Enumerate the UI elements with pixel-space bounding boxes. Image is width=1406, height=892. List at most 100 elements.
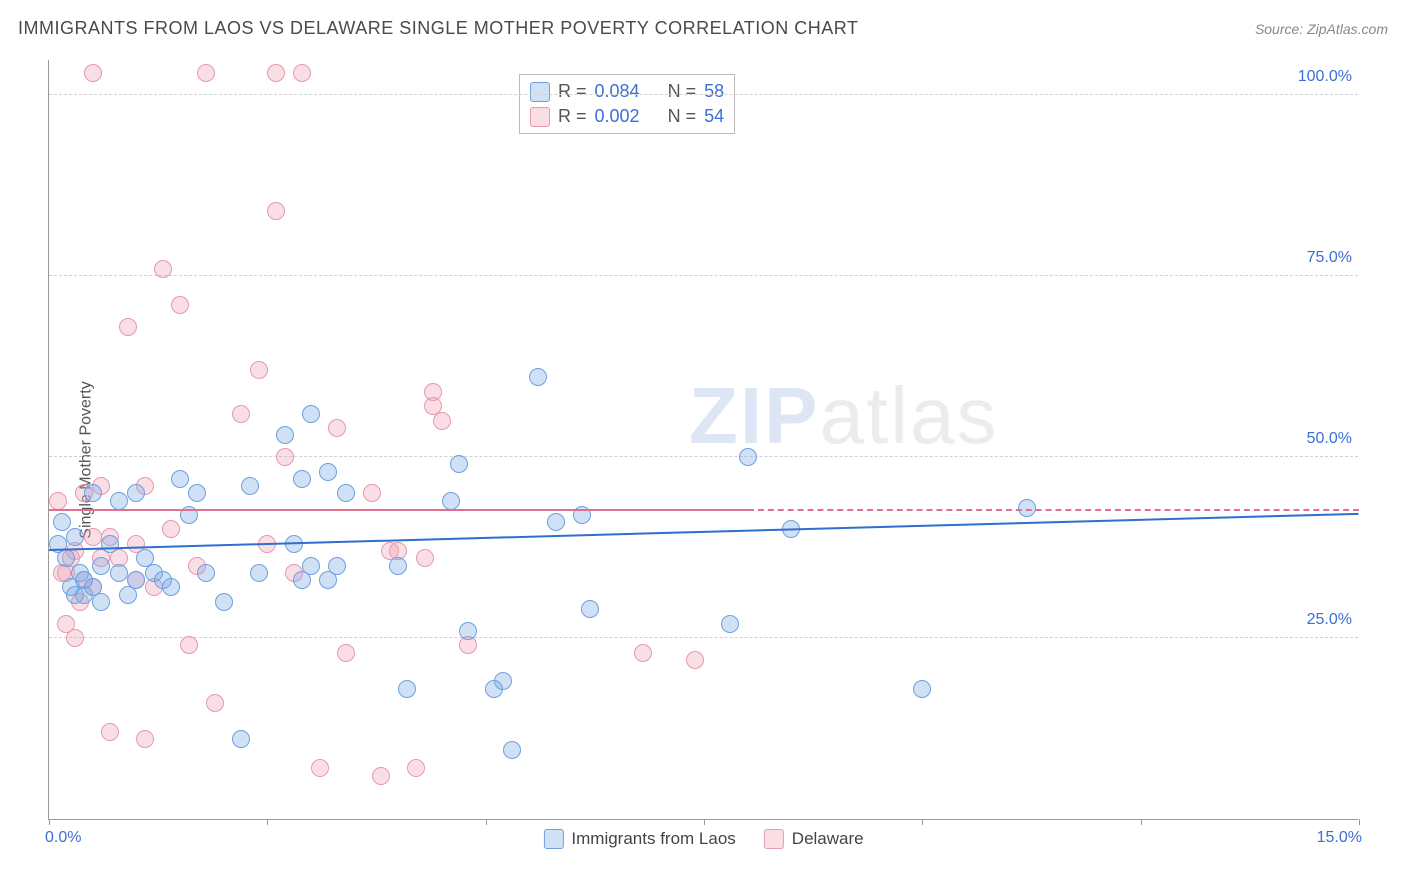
- data-point-delaware: [84, 64, 102, 82]
- data-point-laos: [188, 484, 206, 502]
- trendline: [49, 509, 748, 511]
- data-point-delaware: [267, 202, 285, 220]
- y-tick-label: 25.0%: [1307, 611, 1352, 629]
- data-point-laos: [913, 680, 931, 698]
- data-point-laos: [293, 470, 311, 488]
- data-point-laos: [110, 492, 128, 510]
- data-point-laos: [101, 535, 119, 553]
- data-point-delaware: [66, 629, 84, 647]
- data-point-laos: [66, 528, 84, 546]
- data-point-delaware: [197, 64, 215, 82]
- data-point-laos: [547, 513, 565, 531]
- data-point-delaware: [101, 723, 119, 741]
- data-point-delaware: [232, 405, 250, 423]
- data-point-laos: [197, 564, 215, 582]
- data-point-delaware: [162, 520, 180, 538]
- y-tick-label: 75.0%: [1307, 249, 1352, 267]
- gridline: [49, 637, 1358, 638]
- data-point-laos: [162, 578, 180, 596]
- data-point-delaware: [311, 759, 329, 777]
- gridline: [49, 456, 1358, 457]
- watermark: ZIPatlas: [689, 370, 998, 462]
- data-point-delaware: [337, 644, 355, 662]
- data-point-delaware: [84, 528, 102, 546]
- data-point-laos: [250, 564, 268, 582]
- correlation-legend: R = 0.084N = 58R = 0.002N = 54: [519, 74, 735, 134]
- x-tick-mark: [267, 819, 268, 825]
- data-point-delaware: [372, 767, 390, 785]
- gridline: [49, 94, 1358, 95]
- data-point-laos: [581, 600, 599, 618]
- series-legend: Immigrants from Laos Delaware: [543, 829, 863, 849]
- data-point-delaware: [363, 484, 381, 502]
- x-tick-mark: [1141, 819, 1142, 825]
- data-point-laos: [92, 557, 110, 575]
- data-point-laos: [276, 426, 294, 444]
- x-tick-right: 15.0%: [1317, 829, 1362, 847]
- data-point-laos: [215, 593, 233, 611]
- chart-source: Source: ZipAtlas.com: [1255, 21, 1388, 37]
- data-point-delaware: [267, 64, 285, 82]
- data-point-laos: [57, 549, 75, 567]
- data-point-delaware: [407, 759, 425, 777]
- data-point-delaware: [154, 260, 172, 278]
- data-point-laos: [494, 672, 512, 690]
- x-tick-mark: [1359, 819, 1360, 825]
- data-point-delaware: [250, 361, 268, 379]
- data-point-delaware: [293, 64, 311, 82]
- data-point-laos: [442, 492, 460, 510]
- data-point-laos: [328, 557, 346, 575]
- data-point-laos: [171, 470, 189, 488]
- data-point-delaware: [276, 448, 294, 466]
- data-point-delaware: [416, 549, 434, 567]
- data-point-delaware: [136, 730, 154, 748]
- x-tick-mark: [486, 819, 487, 825]
- legend-swatch: [530, 82, 550, 102]
- data-point-laos: [319, 463, 337, 481]
- data-point-delaware: [424, 383, 442, 401]
- data-point-laos: [337, 484, 355, 502]
- data-point-laos: [503, 741, 521, 759]
- data-point-laos: [459, 622, 477, 640]
- data-point-laos: [302, 405, 320, 423]
- data-point-delaware: [686, 651, 704, 669]
- data-point-laos: [241, 477, 259, 495]
- legend-swatch: [543, 829, 563, 849]
- legend-swatch: [530, 107, 550, 127]
- data-point-delaware: [171, 296, 189, 314]
- data-point-laos: [450, 455, 468, 473]
- data-point-delaware: [180, 636, 198, 654]
- gridline: [49, 275, 1358, 276]
- y-tick-label: 50.0%: [1307, 430, 1352, 448]
- data-point-laos: [721, 615, 739, 633]
- legend-label: Immigrants from Laos: [571, 829, 735, 849]
- legend-item: Immigrants from Laos: [543, 829, 735, 849]
- chart-container: Single Mother Poverty ZIPatlas R = 0.084…: [0, 50, 1406, 870]
- x-tick-mark: [704, 819, 705, 825]
- trendline: [49, 513, 1359, 551]
- data-point-laos: [92, 593, 110, 611]
- data-point-delaware: [119, 318, 137, 336]
- data-point-laos: [302, 557, 320, 575]
- legend-swatch: [764, 829, 784, 849]
- data-point-delaware: [328, 419, 346, 437]
- data-point-delaware: [433, 412, 451, 430]
- data-point-laos: [53, 513, 71, 531]
- y-tick-label: 100.0%: [1298, 68, 1352, 86]
- legend-row: R = 0.002N = 54: [530, 104, 724, 129]
- data-point-laos: [110, 564, 128, 582]
- data-point-delaware: [634, 644, 652, 662]
- data-point-delaware: [206, 694, 224, 712]
- x-tick-mark: [922, 819, 923, 825]
- data-point-delaware: [49, 492, 67, 510]
- data-point-laos: [1018, 499, 1036, 517]
- legend-item: Delaware: [764, 829, 864, 849]
- data-point-laos: [389, 557, 407, 575]
- trendline: [748, 509, 1359, 511]
- data-point-laos: [84, 484, 102, 502]
- x-tick-mark: [49, 819, 50, 825]
- x-tick-left: 0.0%: [45, 829, 81, 847]
- data-point-laos: [127, 571, 145, 589]
- plot-area: ZIPatlas R = 0.084N = 58R = 0.002N = 54 …: [48, 60, 1358, 820]
- legend-label: Delaware: [792, 829, 864, 849]
